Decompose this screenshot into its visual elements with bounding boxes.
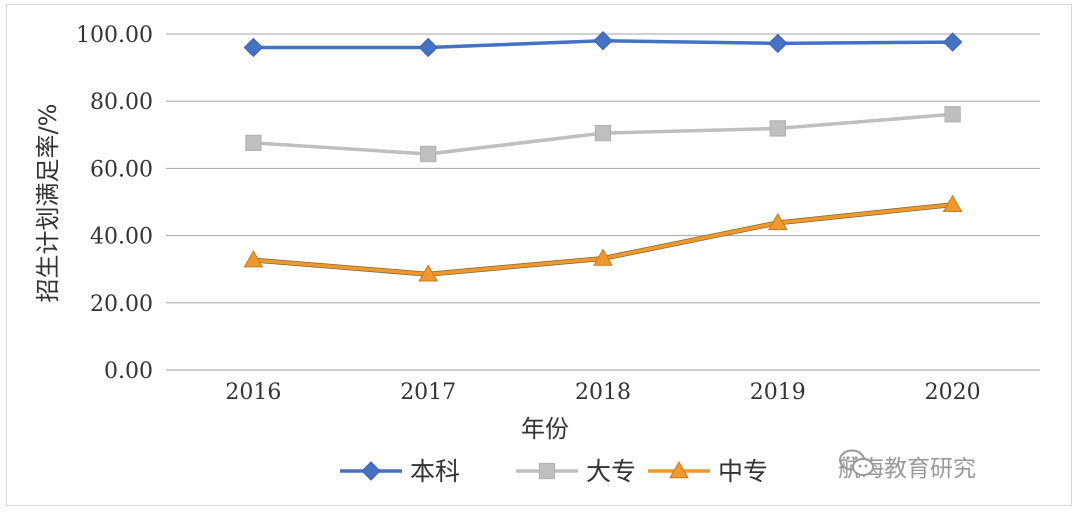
series-triangle: [243, 194, 963, 282]
data-point: [942, 194, 963, 212]
gridlines: [166, 33, 1040, 371]
x-tick-labels: 2016 2017 2018 2019 2020: [225, 380, 980, 405]
y-tick-label: 0.00: [104, 359, 153, 384]
x-tick-label: 2017: [400, 380, 456, 405]
x-tick-label: 2018: [575, 380, 631, 405]
data-point: [418, 264, 439, 282]
data-point: [593, 31, 613, 51]
data-point: [245, 134, 262, 152]
data-point: [942, 32, 963, 52]
data-point: [243, 250, 264, 268]
series-square: [245, 106, 961, 163]
x-tick-label: 2020: [925, 380, 981, 405]
y-tick-label: 20.00: [90, 292, 153, 317]
data-point: [944, 106, 961, 123]
x-axis-title: 年份: [521, 415, 569, 443]
legend-marker: [669, 460, 689, 479]
x-tick-label: 2016: [225, 380, 281, 405]
series-diamond: [243, 31, 963, 58]
data-point: [768, 33, 788, 54]
y-tick-label: 60.00: [90, 157, 153, 182]
chart-frame: [6, 4, 1072, 506]
series-lines: [243, 31, 963, 282]
y-tick-label: 100.00: [76, 23, 153, 48]
legend-marker: [361, 461, 381, 481]
data-point: [243, 37, 264, 58]
data-point: [594, 124, 612, 142]
data-point: [418, 37, 438, 58]
legend-item: 大专: [516, 457, 636, 486]
y-tick-label: 80.00: [90, 90, 153, 115]
data-point: [593, 248, 613, 266]
watermark: 航海教育研究: [838, 448, 976, 484]
legend: 本科 大专 中专: [340, 457, 768, 486]
legend-label: 大专: [586, 457, 636, 486]
y-axis-title: 招生计划满足率/%: [34, 104, 62, 303]
data-point: [769, 120, 786, 137]
y-tick-labels: 0.00 20.00 40.00 60.00 80.00 100.00: [76, 23, 153, 384]
legend-marker: [538, 462, 556, 480]
x-tick-label: 2019: [750, 380, 806, 405]
data-point: [420, 145, 437, 163]
data-point: [767, 212, 788, 231]
legend-label: 本科: [410, 457, 460, 486]
legend-item: 本科: [340, 457, 460, 486]
wechat-icon: [839, 449, 874, 476]
y-tick-label: 40.00: [90, 225, 153, 250]
legend-label: 中专: [718, 457, 768, 486]
legend-item: 中专: [648, 457, 768, 486]
